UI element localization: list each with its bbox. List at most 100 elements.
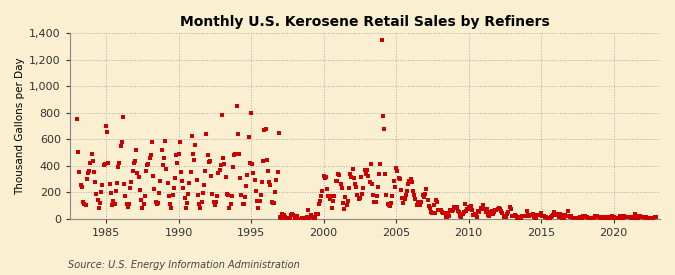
Point	[636, 214, 647, 219]
Point	[429, 211, 440, 215]
Point	[269, 200, 279, 205]
Point	[243, 135, 254, 139]
Point	[365, 162, 376, 166]
Point	[223, 193, 234, 197]
Point	[383, 203, 394, 207]
Point	[387, 193, 398, 198]
Point	[265, 183, 276, 188]
Point	[501, 215, 512, 219]
Point	[376, 37, 387, 42]
Point	[468, 212, 479, 217]
Point	[610, 216, 620, 220]
Point	[345, 172, 356, 176]
Point	[347, 167, 358, 171]
Point	[405, 177, 416, 182]
Point	[446, 209, 457, 213]
Point	[624, 215, 634, 220]
Point	[230, 152, 241, 156]
Point	[420, 192, 431, 196]
Point	[140, 169, 151, 174]
Point	[139, 194, 150, 198]
Point	[502, 212, 512, 216]
Point	[412, 200, 423, 204]
Point	[323, 194, 334, 198]
Point	[503, 210, 514, 215]
Point	[132, 171, 143, 176]
Point	[281, 216, 292, 221]
Point	[248, 171, 259, 176]
Point	[306, 213, 317, 217]
Point	[258, 159, 269, 164]
Point	[485, 210, 495, 214]
Point	[524, 214, 535, 218]
Point	[637, 215, 648, 220]
Point	[81, 177, 92, 181]
Point	[379, 127, 389, 131]
Point	[279, 215, 290, 219]
Point	[392, 169, 403, 174]
Point	[648, 216, 659, 220]
Point	[346, 175, 357, 180]
Point	[200, 168, 211, 173]
Point	[316, 193, 327, 198]
Point	[386, 201, 397, 206]
Point	[304, 216, 315, 221]
Point	[289, 216, 300, 221]
Point	[72, 117, 82, 122]
Point	[353, 197, 364, 201]
Point	[256, 180, 267, 185]
Point	[350, 182, 360, 186]
Point	[422, 198, 433, 202]
Point	[409, 193, 420, 198]
Point	[543, 216, 554, 220]
Point	[554, 214, 564, 219]
Point	[472, 215, 483, 219]
Point	[437, 210, 448, 214]
Point	[229, 153, 240, 157]
Point	[547, 213, 558, 218]
Point	[128, 161, 139, 166]
Point	[642, 216, 653, 220]
Point	[333, 172, 344, 176]
Point	[307, 215, 318, 219]
Point	[85, 161, 96, 165]
Point	[646, 216, 657, 220]
Point	[136, 197, 146, 202]
Point	[236, 192, 247, 197]
Point	[500, 214, 510, 218]
Point	[605, 215, 616, 220]
Point	[130, 159, 140, 163]
Point	[252, 199, 263, 204]
Point	[628, 215, 639, 219]
Point	[344, 186, 354, 190]
Point	[508, 213, 518, 218]
Point	[640, 216, 651, 220]
Point	[480, 210, 491, 214]
Point	[203, 160, 214, 164]
Point	[428, 202, 439, 207]
Point	[531, 215, 541, 220]
Point	[194, 202, 205, 206]
Point	[391, 166, 402, 170]
Point	[516, 214, 527, 218]
Point	[172, 161, 183, 165]
Point	[573, 216, 584, 220]
Point	[418, 195, 429, 200]
Point	[191, 178, 202, 183]
Point	[276, 216, 287, 221]
Point	[530, 215, 541, 220]
Point	[321, 175, 331, 179]
Point	[403, 182, 414, 187]
Point	[360, 172, 371, 177]
Point	[342, 199, 353, 204]
Point	[525, 213, 536, 218]
Point	[247, 162, 258, 166]
Point	[144, 155, 155, 160]
Point	[99, 163, 109, 167]
Point	[237, 202, 248, 206]
Point	[117, 115, 128, 119]
Point	[620, 215, 631, 219]
Title: Monthly U.S. Kerosene Retail Sales by Refiners: Monthly U.S. Kerosene Retail Sales by Re…	[180, 15, 549, 29]
Point	[174, 140, 185, 144]
Point	[99, 162, 110, 166]
